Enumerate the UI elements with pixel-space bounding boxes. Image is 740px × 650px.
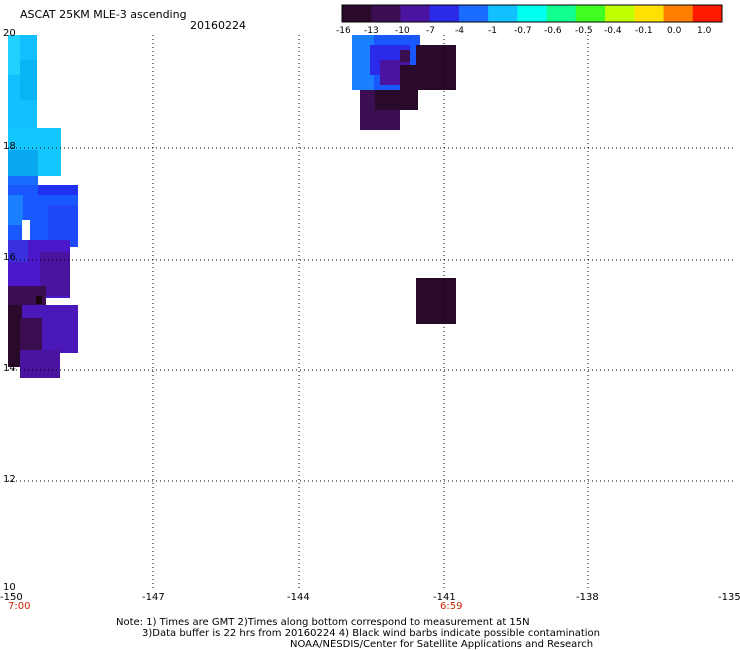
lat-tick-label: 12 [3, 474, 16, 485]
colorbar-cell [342, 5, 372, 22]
lon-tick-label: -147 [142, 592, 165, 603]
colorbar-tick-label: -1 [488, 26, 497, 36]
lon-tick-label: -135 [718, 592, 740, 603]
colorbar-cell [488, 5, 518, 22]
colorbar-cell [517, 5, 548, 22]
note-line-3: NOAA/NESDIS/Center for Satellite Applica… [290, 639, 594, 650]
colorbar-cell [575, 5, 606, 22]
colorbar-cell [663, 5, 694, 22]
lat-tick-label: 20 [3, 28, 16, 39]
lon-tick-label: -144 [287, 592, 310, 603]
colorbar-cell [371, 5, 401, 22]
lon-tick-label: -141 [433, 592, 456, 603]
wind-data-pixels [8, 35, 456, 378]
colorbar-tick-label: -0.7 [514, 26, 532, 36]
colorbar-cell [458, 5, 489, 22]
colorbar-cell [546, 5, 577, 22]
lat-tick-label: 18 [3, 141, 16, 152]
colorbar-tick-label: -0.6 [544, 26, 562, 36]
lat-tick-label: 14 [3, 363, 16, 374]
lat-tick-label: 16 [3, 252, 16, 263]
colorbar-cell [400, 5, 431, 22]
colorbar-tick-label: 1.0 [697, 26, 712, 36]
colorbar-tick-label: 0.0 [667, 26, 682, 36]
note-line-1: Note: 1) Times are GMT 2)Times along bot… [116, 617, 530, 628]
colorbar-tick-label: -0.1 [635, 26, 653, 36]
map-title: ASCAT 25KM MLE-3 ascending [20, 8, 187, 21]
colorbar-cell [634, 5, 665, 22]
time-label: 7:00 [8, 601, 31, 612]
lon-tick-label: -138 [576, 592, 599, 603]
colorbar-tick-label: -0.5 [575, 26, 593, 36]
colorbar-cell [429, 5, 460, 22]
colorbar-cell [605, 5, 635, 22]
colorbar-tick-label: -16 [336, 26, 351, 36]
map-date: 20160224 [190, 19, 246, 32]
colorbar-tick-label: -10 [395, 26, 410, 36]
time-label: 6:59 [440, 601, 463, 612]
map-gridlines [8, 35, 735, 590]
colorbar [341, 4, 723, 23]
lat-tick-label: 10 [3, 582, 16, 593]
colorbar-tick-label: -7 [426, 26, 435, 36]
colorbar-cell [692, 5, 723, 22]
note-line-2: 3)Data buffer is 22 hrs from 20160224 4)… [142, 628, 600, 639]
lon-tick-label: -150 [0, 592, 23, 603]
colorbar-tick-label: -13 [364, 26, 379, 36]
colorbar-tick-label: -0.4 [604, 26, 622, 36]
colorbar-tick-label: -4 [455, 26, 464, 36]
